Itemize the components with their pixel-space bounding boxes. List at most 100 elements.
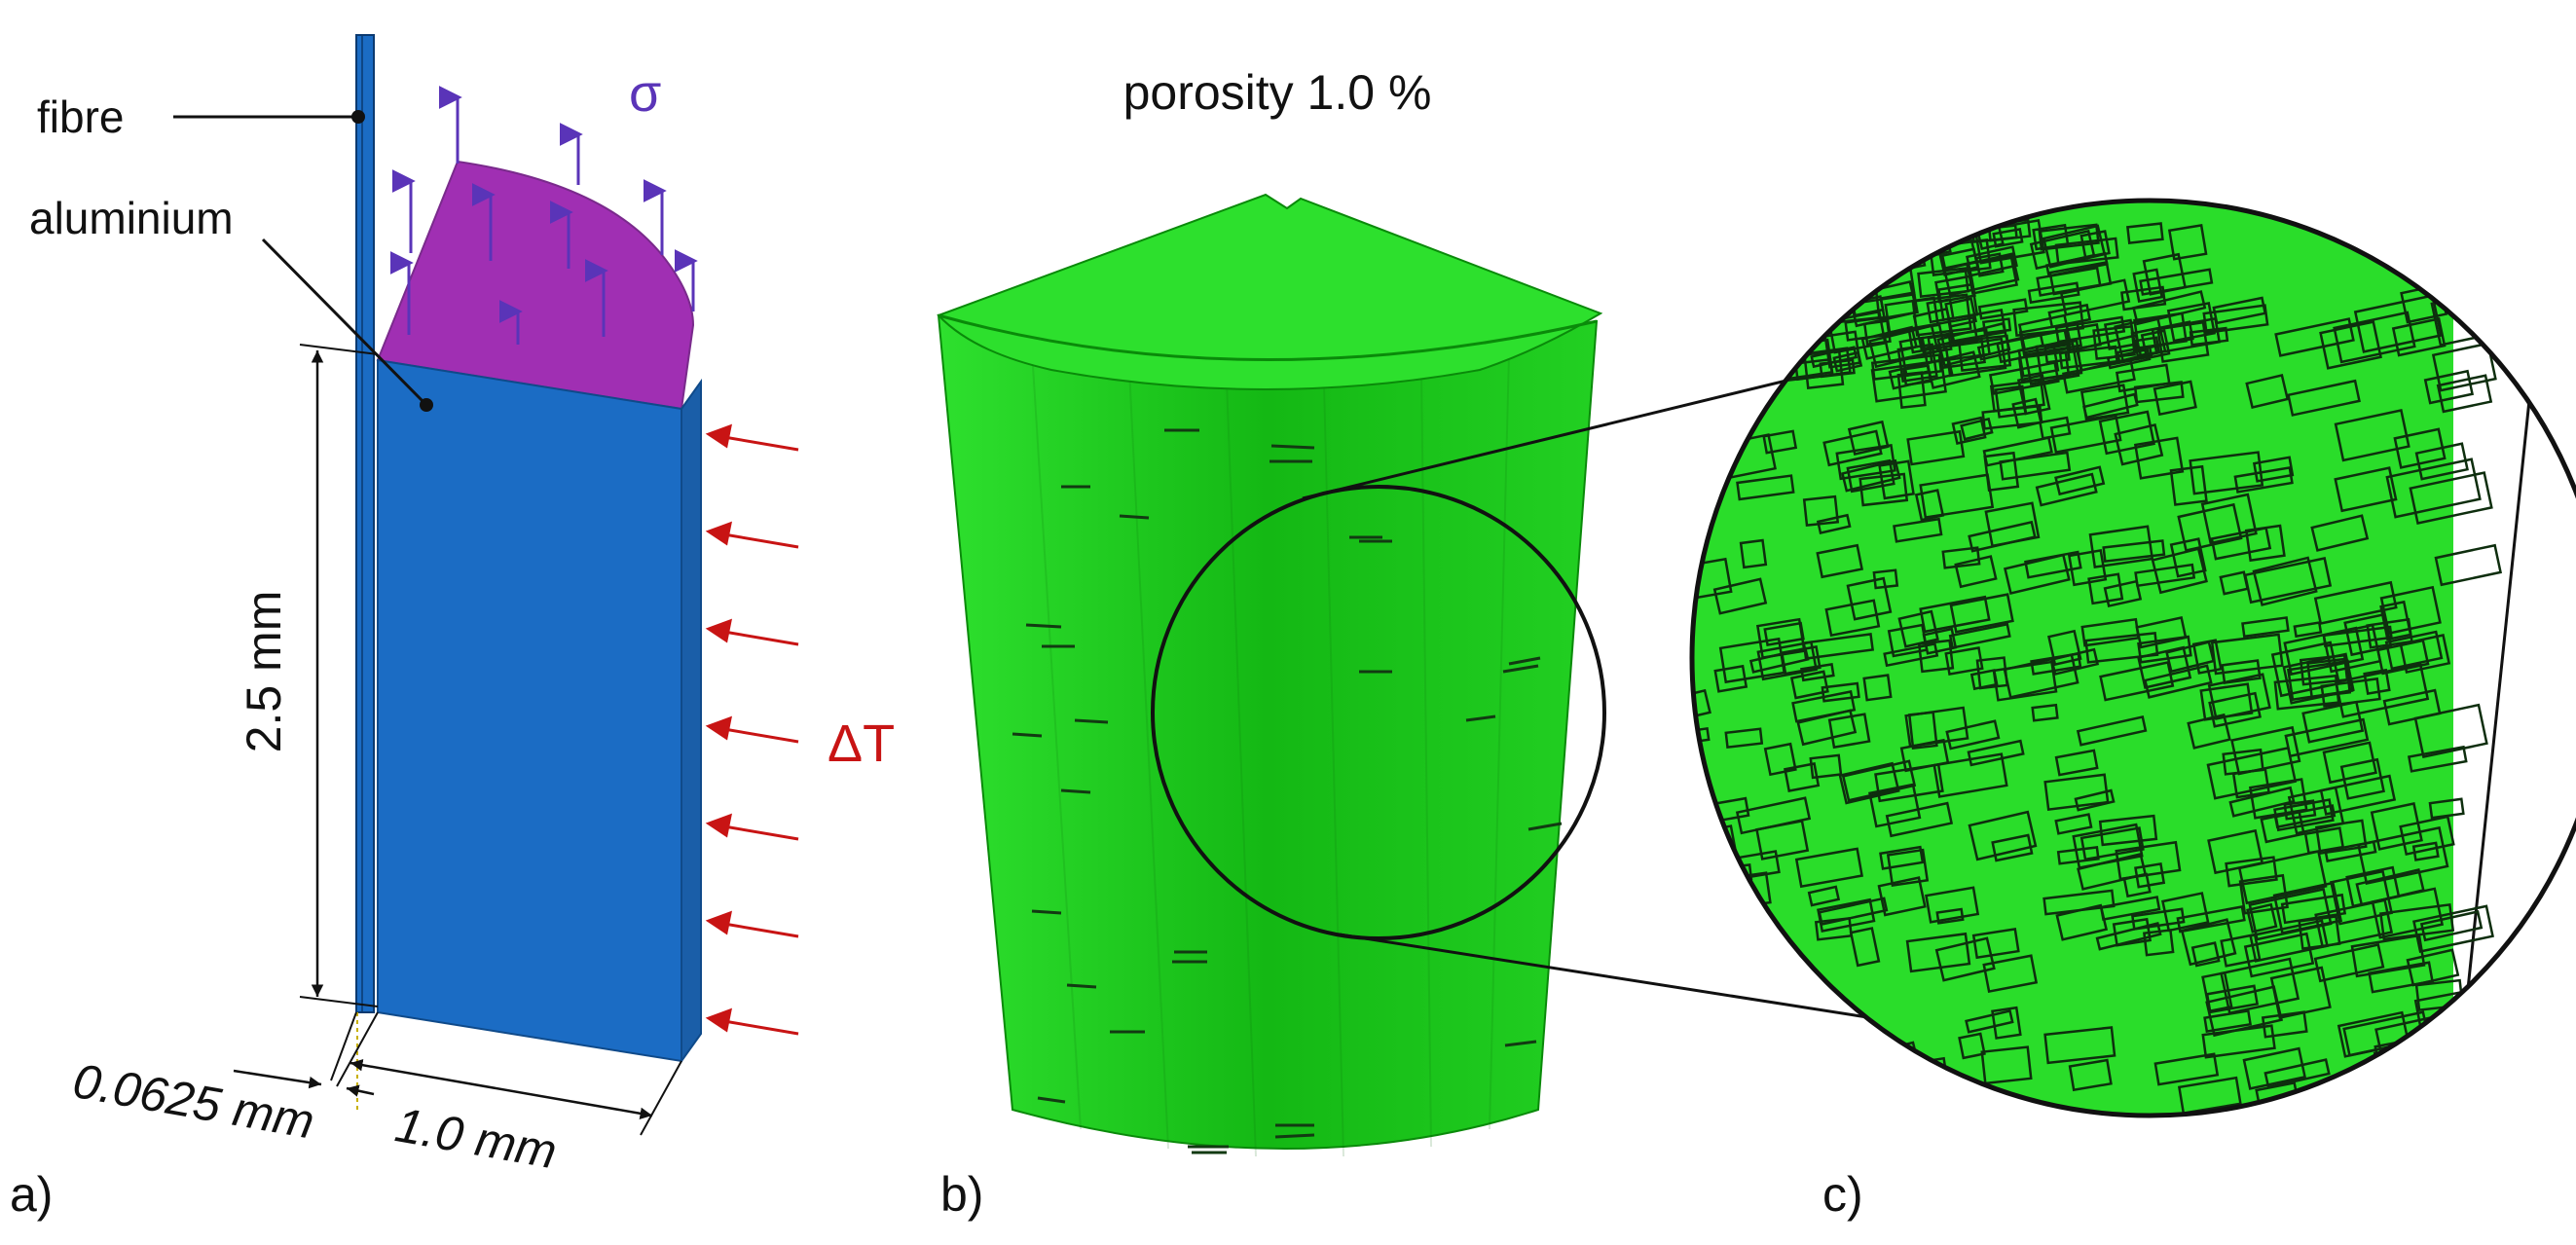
- panel-b: porosity 1.0 % b): [937, 65, 1606, 1222]
- pore-rectangle: [2103, 318, 2137, 350]
- pore-rectangle: [1807, 885, 1841, 907]
- pore-rectangle: [2406, 948, 2460, 987]
- pore-rectangle: [1755, 819, 1810, 861]
- fibre: [355, 34, 375, 1013]
- pore-rectangle: [2393, 427, 2447, 469]
- pore-slits: [1012, 428, 1563, 1154]
- zoom-circle: [1689, 198, 2576, 1118]
- pore-rectangle: [2139, 268, 2214, 296]
- pore-rectangle: [2379, 600, 2412, 641]
- pore-rectangle: [2079, 384, 2130, 421]
- pore-rectangle: [2322, 741, 2377, 785]
- pore-rectangle: [1692, 1018, 1694, 1040]
- pore-rectangle: [2242, 1046, 2307, 1090]
- pore-rectangle: [2207, 828, 2264, 875]
- pore-rectangle: [2252, 556, 2318, 606]
- pore-rectangle: [1991, 1006, 2022, 1040]
- pore-rectangle: [1606, 949, 1643, 967]
- pore-rectangle: [2343, 612, 2393, 657]
- pore-rectangle: [1768, 1007, 1832, 1041]
- pore-rectangle: [2269, 966, 2332, 1019]
- pore-rectangle: [1989, 379, 2045, 413]
- pore-rectangle: [2243, 556, 2333, 604]
- pore-rectangle: [1736, 474, 1795, 501]
- width-dimension-label: 1.0 mm: [391, 1097, 561, 1179]
- pore-rectangle: [2032, 223, 2070, 251]
- pore-rectangle: [2098, 410, 2155, 456]
- pore-rectangle: [1870, 353, 1943, 381]
- pore-rectangle: [1610, 922, 1656, 951]
- pore-rectangle: [1536, 1084, 1586, 1108]
- pore-rectangle: [1948, 622, 2011, 649]
- pore-rectangle: [1756, 641, 1819, 681]
- pore-rectangle: [1692, 889, 1744, 918]
- pore-rectangle: [1694, 948, 1736, 973]
- pore-rectangle: [2049, 414, 2122, 455]
- pore-rectangle: [1971, 927, 2020, 960]
- magnification-circle: [1151, 485, 1606, 940]
- pore-rectangle: [2054, 749, 2099, 777]
- pore-rectangle: [1941, 546, 1981, 569]
- pore-rectangle: [2241, 616, 2290, 639]
- pore-rectangle: [1982, 954, 2039, 994]
- pore-rectangle: [1917, 267, 1969, 299]
- pore-rectangle: [2190, 941, 2221, 968]
- pore-rectangle: [2447, 1002, 2540, 1064]
- pore-rectangle: [2115, 840, 2182, 881]
- pore-rectangle: [1965, 1009, 2014, 1034]
- pore-rectangle: [2153, 1052, 2220, 1086]
- pore-rectangle: [1906, 429, 1966, 466]
- pore-rectangle: [2202, 304, 2269, 335]
- pore-rectangle: [2357, 825, 2449, 885]
- pore-rectangle: [1692, 804, 1702, 836]
- pore-rectangle: [1889, 1072, 1961, 1107]
- pore-rectangle: [1642, 648, 1689, 668]
- pore-rectangle: [2283, 799, 2317, 821]
- pore-rectangle: [1862, 319, 1892, 347]
- pore-rectangle: [1994, 384, 2028, 419]
- pore-rectangle: [2169, 464, 2208, 506]
- pore-rectangle: [2237, 850, 2328, 905]
- pore-rectangle: [1821, 1041, 1869, 1065]
- pore-rectangle: [1936, 282, 1979, 322]
- pore-rectangle: [2076, 714, 2148, 747]
- pore-rectangle: [1722, 960, 1757, 983]
- pore-rectangle: [2068, 1058, 2113, 1092]
- pore-rectangle: [1877, 876, 1927, 917]
- pore-rectangle: [1758, 305, 1824, 346]
- panel-c: c): [1536, 198, 2576, 1222]
- pore-rectangle: [1596, 638, 1660, 671]
- pore-rectangle: [2334, 662, 2430, 718]
- pore-rectangle: [2102, 539, 2166, 563]
- pore-rectangle: [1945, 719, 2001, 751]
- pore-rectangle: [1858, 472, 1909, 507]
- pore-rectangle: [2200, 493, 2258, 545]
- pore-rectangle: [2249, 919, 2329, 963]
- pore-rectangle: [2031, 703, 2059, 722]
- pore-rectangle: [1982, 317, 2012, 335]
- pore-rectangle: [2126, 222, 2164, 244]
- pore-rectangle: [1975, 656, 2009, 690]
- pore-rectangle: [2079, 230, 2111, 260]
- pore-rectangle: [1984, 501, 2041, 548]
- pore-rectangle: [2469, 1080, 2528, 1116]
- pore-rectangle: [1980, 1045, 2033, 1085]
- pore-rectangle: [2054, 465, 2106, 496]
- pore-rectangle: [2137, 635, 2192, 664]
- aluminium-leader: [261, 238, 426, 405]
- pore-rectangle: [2135, 616, 2188, 649]
- pore-rectangle: [1862, 221, 1937, 252]
- pore-rectangle: [2354, 1064, 2392, 1100]
- stress-arrows: [389, 86, 698, 345]
- pore-rectangle: [1557, 1073, 1585, 1107]
- pore-rectangle: [2062, 358, 2136, 394]
- pore-rectangle: [2114, 315, 2167, 363]
- pore-rectangle: [1692, 452, 1719, 493]
- pore-rectangle: [2284, 717, 2370, 758]
- pore-rectangle: [2334, 409, 2410, 462]
- pore-rectangle: [2282, 652, 2355, 705]
- pore-rectangle: [1692, 881, 1753, 915]
- pore-rectangle: [1968, 810, 2038, 861]
- pore-rectangle: [1631, 1066, 1663, 1083]
